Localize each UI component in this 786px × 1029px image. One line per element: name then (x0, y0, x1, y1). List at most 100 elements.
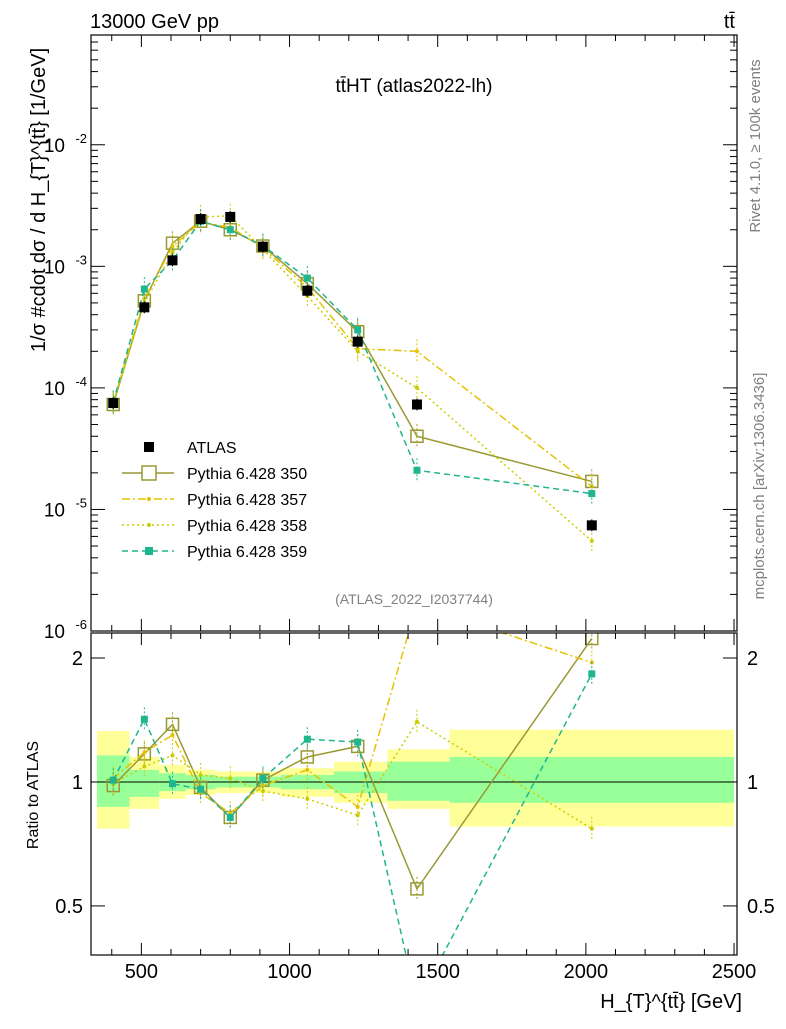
series-1-point-8 (414, 349, 419, 354)
ratio-series-group (106, 633, 599, 1007)
rivet-version-label: Rivet 4.1.0, ≥ 100k events (747, 59, 764, 232)
header-left: 13000 GeV pp (90, 11, 219, 33)
series-1-ratio-point-6 (305, 767, 310, 772)
axis-ticks (91, 34, 737, 955)
series-3-point-6 (303, 274, 311, 282)
series-3-ratio-point-1 (140, 715, 148, 723)
legend-label-2: Pythia 6.428 357 (187, 492, 307, 509)
band-inner-8 (387, 761, 450, 801)
y-tick-label-0: 10 (44, 622, 65, 643)
legend-marker-4 (145, 547, 153, 555)
y-axis-label: 1/σ #cdot dσ / d H_{T}^{tt̄} [1/GeV] (28, 48, 50, 352)
x-tick-label-0: 500 (125, 961, 158, 983)
series-1-ratio-line (112, 633, 593, 815)
series-2-ratio-point-1 (142, 764, 147, 769)
series-3-ratio-point-0 (109, 776, 117, 784)
series-2-ratio-point-2 (170, 753, 175, 758)
band-inner-1 (129, 769, 160, 797)
legend-marker-1 (141, 465, 157, 481)
series-1-line (112, 221, 593, 487)
data-point-6 (302, 285, 313, 296)
series-3-ratio-point-5 (259, 774, 267, 782)
y-tick-label-exp-3: -3 (75, 252, 87, 267)
ratio-tick-label-1: 1 (72, 772, 83, 794)
series-3-point-9 (588, 490, 596, 498)
mcplots-label: mcplots.cern.ch [arXiv:1306.3436] (751, 373, 768, 600)
chart-title: tt̄HT (atlas2022-lh) (336, 76, 493, 97)
legend-label-4: Pythia 6.428 359 (187, 544, 307, 561)
y-tick-label-3: 10 (44, 257, 65, 278)
analysis-label: (ATLAS_2022_I2037744) (335, 591, 493, 607)
series-2-ratio-point-6 (305, 796, 310, 801)
legend-label-1: Pythia 6.428 350 (187, 466, 307, 483)
legend-label-0: ATLAS (187, 440, 237, 457)
series-2-ratio-point-8 (414, 719, 419, 724)
series-2-ratio-point-3 (198, 772, 203, 777)
series-3-point-1 (140, 285, 148, 293)
series-2-ratio-line (112, 720, 593, 830)
ratio-plot-frame (90, 632, 738, 956)
series-3-point-4 (226, 226, 234, 234)
data-point-5 (257, 241, 268, 252)
series-1-ratio-point-2 (170, 733, 175, 738)
band-inner-9 (449, 756, 735, 803)
legend-marker-3 (147, 523, 151, 527)
x-tick-label-1: 1000 (267, 961, 312, 983)
legend: ATLAS Pythia 6.428 350 Pythia 6.428 357 Pyt… (122, 440, 307, 561)
header-right: tt̄ (724, 11, 736, 33)
series-1-ratio-point-5 (260, 783, 265, 788)
series-2-point-8 (414, 385, 419, 390)
series-3-ratio-point-8 (413, 1000, 420, 1007)
axis-tick-labels: 500 1000 1500 2000 2500 10 -6 10 -5 10 -4 10 -3 10 -2 0… (44, 131, 775, 983)
series-0-line (112, 220, 592, 483)
legend-label-3: Pythia 6.428 358 (187, 518, 307, 535)
series-2-line (112, 215, 593, 542)
series-0-point-8 (410, 429, 424, 444)
series-3-ratio-point-3 (197, 785, 205, 793)
ratio-tick-label-right-2: 2 (747, 648, 758, 670)
y-tick-label-exp-4: -2 (75, 131, 87, 146)
ratio-axis-label: Ratio to ATLAS (25, 741, 42, 849)
series-3-line (112, 220, 592, 495)
y-tick-label-exp-0: -6 (75, 617, 87, 632)
y-tick-label-2: 10 (44, 379, 65, 400)
ratio-tick-label-right-1: 1 (747, 772, 758, 794)
main-plot-frame (90, 34, 738, 632)
y-tick-label-exp-2: -4 (75, 374, 87, 389)
series-0-ratio-point-2 (165, 717, 180, 732)
x-tick-label-3: 2000 (564, 961, 609, 983)
series-2-ratio-point-4 (228, 776, 233, 781)
series-3-ratio-point-6 (303, 735, 311, 743)
series-2-ratio-point-7 (355, 813, 360, 818)
data-point-2 (167, 255, 178, 266)
series-3-ratio-line (112, 673, 593, 955)
series-1-ratio-point-7 (355, 804, 360, 809)
data-point-8 (411, 399, 422, 410)
ratio-tick-label-right-0: 0.5 (747, 896, 775, 918)
data-point-1 (139, 302, 150, 313)
series-2-point-7 (355, 349, 360, 354)
x-tick-label-4: 2500 (712, 961, 757, 983)
x-tick-label-2: 1500 (415, 961, 460, 983)
data-point-9 (586, 520, 597, 531)
y-tick-label-4: 10 (44, 136, 65, 157)
series-2-point-9 (589, 539, 594, 544)
series-1-ratio-point-1 (142, 750, 147, 755)
series-3-ratio-point-9 (588, 670, 596, 678)
main-series-group (106, 203, 599, 554)
legend-marker-2 (147, 497, 151, 501)
y-tick-label-exp-1: -5 (75, 495, 87, 510)
series-2-ratio-point-5 (260, 789, 265, 794)
ratio-uncertainty-bands (96, 729, 735, 829)
data-point-3 (195, 214, 206, 225)
ratio-tick-label-2: 2 (72, 648, 83, 670)
series-3-ratio-point-7 (354, 738, 362, 746)
series-0-ratio-point-8 (410, 882, 424, 896)
series-3-ratio-point-2 (168, 780, 176, 788)
ratio-tick-label-0: 0.5 (55, 896, 83, 918)
data-point-4 (225, 211, 236, 222)
series-3-ratio-point-4 (226, 813, 234, 821)
legend-marker-0 (144, 442, 154, 452)
